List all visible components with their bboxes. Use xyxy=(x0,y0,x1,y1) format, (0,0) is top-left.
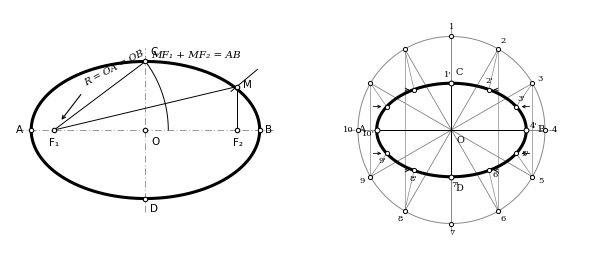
Text: 5: 5 xyxy=(538,177,543,185)
Text: B: B xyxy=(538,126,545,134)
Text: 9': 9' xyxy=(378,157,386,165)
Text: 9: 9 xyxy=(360,177,365,185)
Text: B: B xyxy=(265,125,273,135)
Text: D: D xyxy=(455,184,463,193)
Text: 4: 4 xyxy=(551,126,557,134)
Text: D: D xyxy=(150,204,158,214)
Text: 3: 3 xyxy=(538,75,543,83)
Text: F₂: F₂ xyxy=(233,138,243,148)
Text: 5': 5' xyxy=(521,150,529,158)
Text: F₁: F₁ xyxy=(49,138,59,148)
Text: A: A xyxy=(358,126,365,134)
Text: R = OA = OB: R = OA = OB xyxy=(82,49,145,88)
Text: A: A xyxy=(16,125,23,135)
Text: 3': 3' xyxy=(517,95,525,103)
Text: 1': 1' xyxy=(444,72,451,80)
Text: 1: 1 xyxy=(449,23,454,31)
Text: 2: 2 xyxy=(501,37,505,45)
Text: 8': 8' xyxy=(410,175,418,183)
Text: O: O xyxy=(456,136,464,145)
Text: 8: 8 xyxy=(398,215,403,223)
Text: 7: 7 xyxy=(449,229,454,237)
Text: O: O xyxy=(151,137,159,147)
Text: C: C xyxy=(455,68,462,77)
Text: MF₁ + MF₂ = AB: MF₁ + MF₂ = AB xyxy=(151,50,241,60)
Text: 10: 10 xyxy=(343,126,354,134)
Text: 4': 4' xyxy=(530,122,538,130)
Text: C: C xyxy=(150,47,158,57)
Text: 6': 6' xyxy=(493,171,500,179)
Text: 2': 2' xyxy=(485,77,493,85)
Text: 7': 7' xyxy=(451,180,459,188)
Text: M: M xyxy=(242,80,251,90)
Text: 10': 10' xyxy=(362,130,375,138)
Text: 6: 6 xyxy=(501,215,505,223)
